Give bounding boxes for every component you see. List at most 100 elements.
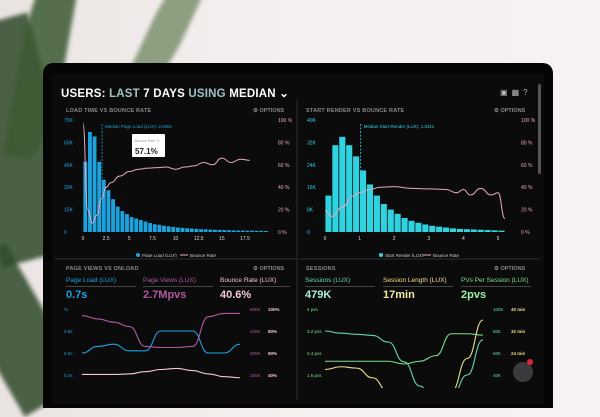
chat-button[interactable]	[513, 362, 533, 382]
x-tick-label: 3	[427, 236, 430, 242]
histogram-bar	[477, 229, 484, 232]
metric-value: 479K	[305, 289, 332, 301]
histogram-bar	[92, 136, 97, 232]
panel-title: LOAD TIME VS BOUNCE RATE	[66, 108, 152, 114]
x-tick-label: 2	[393, 236, 396, 242]
y-tick-label: 16K	[307, 185, 317, 191]
y-tick-label: 0	[64, 230, 67, 236]
y2-tick-label: 60K	[493, 351, 501, 356]
histogram-bar	[394, 213, 401, 232]
metric-value: 2.7Mpvs	[143, 289, 187, 301]
metric-value: 17min	[383, 289, 415, 301]
histogram-bar	[240, 230, 245, 232]
histogram-bar	[213, 229, 217, 232]
histogram-bar	[346, 145, 353, 232]
histogram-bar	[360, 170, 367, 232]
metric-label: Session Length (LUX)	[383, 277, 453, 287]
histogram-bar	[120, 211, 125, 232]
x-tick-label: 5	[497, 236, 500, 242]
legend-swatch	[136, 253, 140, 257]
x-tick-label: 12.5	[194, 236, 204, 242]
y2-tick-label: 60 %	[278, 163, 290, 169]
y-tick-label: 60K	[64, 140, 74, 146]
metric-value: 0.7s	[66, 289, 88, 301]
x-tick-label: 10	[173, 236, 179, 242]
histogram-bar	[134, 218, 139, 232]
y-tick-label: 0	[307, 230, 310, 236]
tooltip	[132, 134, 165, 157]
histogram-bar	[129, 217, 134, 232]
histogram-bar	[408, 220, 415, 232]
histogram-bar	[401, 218, 408, 232]
options-button[interactable]: ⚙ OPTIONS	[253, 266, 284, 272]
options-label: OPTIONS	[259, 108, 285, 114]
histogram-bar	[115, 206, 120, 232]
y-tick-label: 32K	[307, 140, 317, 146]
histogram-bar	[203, 229, 208, 232]
y-tick-label: 1.6 pvs	[307, 373, 322, 378]
y2-tick-label: 100K	[493, 307, 504, 312]
chevron-down-icon[interactable]: ⌄	[279, 88, 290, 100]
x-tick-label: 4	[462, 236, 465, 242]
metric-label: PVs Per Session (LUX)	[461, 277, 531, 287]
y-tick-label: 0.4s	[64, 373, 73, 378]
histogram-bar	[387, 209, 394, 232]
histogram-bar	[245, 230, 250, 232]
help-icon[interactable]: ?	[523, 88, 532, 97]
histogram-bar	[498, 230, 505, 232]
series-line	[324, 319, 484, 388]
options-label: OPTIONS	[500, 108, 526, 114]
y-tick-label: 3.2 pvs	[307, 329, 322, 334]
histogram-bar	[373, 195, 380, 232]
bounce-rate-line	[324, 186, 506, 220]
y2-tick-label: 60 %	[521, 163, 533, 169]
title-text: USING	[188, 88, 226, 100]
x-tick-label: 17.5	[240, 236, 250, 242]
y2-tick-label: 0 %	[521, 230, 530, 236]
histogram-bar	[83, 161, 88, 232]
image-icon[interactable]: ▦	[511, 88, 524, 97]
histogram-bar	[236, 230, 240, 232]
metric-label: Page Load (LUX)	[66, 277, 136, 287]
y3-tick-label: 80%	[268, 329, 277, 334]
y2-tick-label: 80 %	[278, 140, 290, 146]
histogram-bar	[470, 229, 477, 232]
dashboard-screen	[52, 74, 544, 404]
y3-tick-label: 60%	[268, 351, 277, 356]
y2-tick-label: 100 %	[521, 118, 536, 124]
options-button[interactable]: ⚙ OPTIONS	[253, 108, 284, 114]
page-title[interactable]: USERS: LAST 7 DAYS USING MEDIAN ⌄	[61, 86, 289, 100]
options-button[interactable]: ⚙ OPTIONS	[494, 266, 525, 272]
series-line	[324, 330, 484, 388]
histogram-bar	[138, 220, 143, 232]
scrollbar[interactable]	[538, 84, 541, 174]
histogram-bar	[101, 179, 106, 232]
y-tick-label: %	[64, 307, 68, 312]
panel-title: PAGE VIEWS VS ONLOAD	[66, 266, 139, 272]
y3-tick-label: 40 min	[511, 307, 526, 312]
panel-title: START RENDER VS BOUNCE RATE	[306, 108, 405, 114]
bounce-rate-line	[82, 122, 250, 224]
metric-value: 40.6%	[220, 289, 252, 301]
histogram-bar	[180, 227, 185, 232]
histogram-bar	[217, 229, 222, 232]
median-annotation: Median Start Render (LUX): 1.031s	[364, 124, 435, 129]
histogram-bar	[222, 230, 227, 232]
histogram-bar	[226, 230, 231, 232]
histogram-bar	[175, 227, 180, 232]
title-days: 7 DAYS	[143, 88, 185, 100]
metric-label: Page Views (LUX)	[143, 277, 213, 287]
gear-icon: ⚙	[494, 266, 501, 272]
histogram-bar	[185, 228, 190, 232]
monitor-icon[interactable]: ▣	[500, 88, 512, 97]
y2-tick-label: 40 %	[521, 185, 533, 191]
y-tick-label: 75K	[64, 118, 74, 124]
y-tick-label: 45K	[64, 163, 74, 169]
histogram-bar	[339, 136, 346, 232]
y2-tick-label: 500K	[250, 307, 261, 312]
series-line	[81, 312, 240, 349]
histogram-bar	[162, 225, 166, 232]
histogram-bar	[194, 228, 199, 232]
options-button[interactable]: ⚙ OPTIONS	[494, 108, 525, 114]
series-line	[81, 330, 241, 354]
